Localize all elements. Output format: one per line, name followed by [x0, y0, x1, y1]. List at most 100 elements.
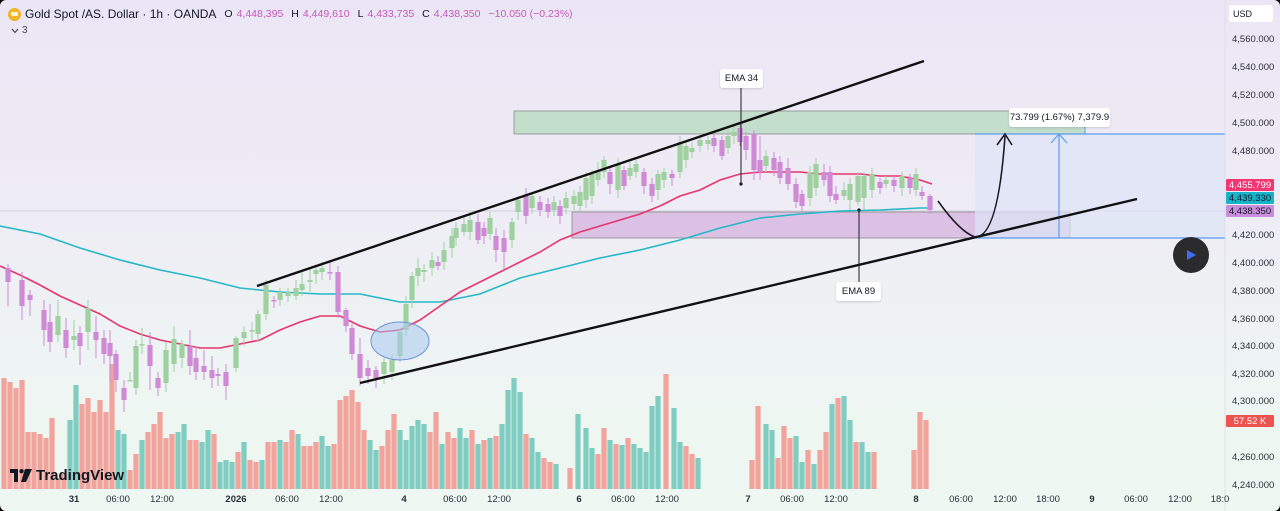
- candle: [255, 310, 261, 342]
- upper-channel-trendline[interactable]: [256, 59, 925, 288]
- candle: [113, 350, 119, 392]
- volume-bar: [835, 398, 841, 489]
- volume-bar: [109, 364, 115, 489]
- volume-bar: [793, 436, 799, 489]
- volume-bar: [923, 420, 929, 489]
- indicators-toggle[interactable]: 3: [11, 25, 28, 36]
- candle: [201, 350, 207, 380]
- volume-bar: [583, 428, 589, 489]
- ema89-callout-dot: [857, 208, 861, 212]
- ema34-line[interactable]: [0, 171, 933, 349]
- symbol-title[interactable]: Gold Spot /AS. Dollar · 1h · OANDA: [25, 7, 217, 21]
- candle: [785, 158, 791, 190]
- crossover-highlight-ellipse[interactable]: [370, 321, 430, 361]
- candle: [751, 130, 757, 180]
- volume-bar: [199, 442, 205, 489]
- candle: [55, 300, 61, 342]
- volume-bar: [43, 438, 49, 489]
- candle: [223, 364, 229, 400]
- ema89-line[interactable]: [0, 207, 932, 303]
- measure-label[interactable]: 73.799 (1.67%) 7,379.9: [1009, 108, 1110, 127]
- volume-bar: [139, 440, 145, 489]
- time-tick-label: 06:00: [443, 494, 467, 505]
- price-tick-label: 4,320.000: [1232, 369, 1275, 380]
- candle: [551, 196, 557, 216]
- time-tick-label: 2026: [225, 494, 247, 505]
- candle: [689, 142, 695, 158]
- price-tick-label: 4,260.000: [1232, 452, 1275, 463]
- candle: [927, 194, 933, 214]
- time-tick-label: 06:00: [611, 494, 635, 505]
- candle: [127, 372, 133, 382]
- price-tick-label: 4,540.000: [1232, 62, 1275, 73]
- replay-play-button[interactable]: [1173, 237, 1209, 273]
- volume-bar: [655, 396, 661, 489]
- tradingview-logo[interactable]: TradingView: [10, 467, 124, 484]
- volume-bar: [613, 444, 619, 489]
- volume-bar: [457, 428, 463, 489]
- candle: [179, 340, 185, 368]
- volume-bar: [625, 438, 631, 489]
- candle: [589, 170, 595, 204]
- candle: [771, 152, 777, 176]
- candle: [349, 324, 355, 360]
- candle: [147, 332, 153, 390]
- candle: [669, 170, 675, 186]
- candle: [719, 136, 725, 160]
- candle: [743, 132, 749, 160]
- volume-bar: [589, 448, 595, 489]
- supply-zone-rectangle[interactable]: [513, 110, 1086, 135]
- volume-bar: [253, 462, 259, 489]
- volume-bar: [493, 436, 499, 489]
- time-tick-label: 12:00: [487, 494, 511, 505]
- volume-bar: [313, 442, 319, 489]
- volume-bar: [535, 452, 541, 489]
- candle: [913, 168, 919, 196]
- candle: [833, 186, 839, 204]
- volume-bar: [361, 430, 367, 489]
- candle: [461, 216, 467, 236]
- measure-box[interactable]: [975, 134, 1225, 238]
- volume-bar: [433, 412, 439, 489]
- candle: [757, 136, 763, 180]
- volume-bar: [295, 434, 301, 489]
- candle: [737, 124, 743, 146]
- volume-bar: [181, 424, 187, 489]
- volume-bar: [289, 430, 295, 489]
- time-tick-label: 9: [1089, 494, 1095, 505]
- candle: [529, 192, 535, 214]
- candle: [537, 196, 543, 216]
- candle: [683, 142, 689, 168]
- currency-button[interactable]: USD: [1229, 5, 1273, 22]
- candle: [101, 330, 107, 364]
- volume-bar: [115, 430, 121, 489]
- time-tick-label: 06:00: [106, 494, 130, 505]
- volume-bar: [61, 474, 67, 489]
- volume-bar: [805, 450, 811, 489]
- volume-bar: [265, 442, 271, 489]
- ema34-label[interactable]: EMA 34: [720, 69, 763, 88]
- lower-channel-trendline[interactable]: [359, 197, 1138, 385]
- symbol-legend[interactable]: Gold Spot /AS. Dollar · 1h · OANDA O 4,44…: [8, 6, 577, 22]
- volume-bar: [163, 438, 169, 489]
- projection-curve-arrow[interactable]: [937, 135, 1006, 238]
- ema89-label[interactable]: EMA 89: [836, 282, 881, 301]
- volume-bar: [671, 408, 677, 489]
- volume-bar: [439, 444, 445, 489]
- candle: [293, 280, 299, 300]
- volume-bar: [649, 406, 655, 489]
- candle: [415, 258, 421, 286]
- candle: [233, 336, 239, 372]
- volume-bar: [631, 444, 637, 489]
- volume-bar: [403, 440, 409, 489]
- volume-bar: [637, 448, 643, 489]
- time-tick-label: 18:00: [1036, 494, 1060, 505]
- volume-bar: [247, 460, 253, 489]
- candle: [313, 266, 319, 284]
- close-key: C: [422, 8, 430, 20]
- volume-bar: [271, 442, 277, 489]
- volume-bar: [695, 458, 701, 489]
- candle: [847, 178, 853, 210]
- candle: [731, 126, 737, 144]
